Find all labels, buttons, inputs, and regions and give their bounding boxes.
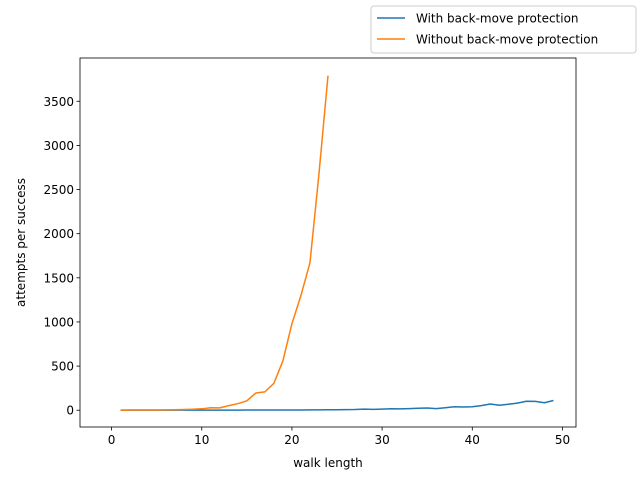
x-tick-label: 40 [465, 433, 480, 447]
y-tick-label: 3000 [43, 139, 74, 153]
x-tick-label: 0 [108, 433, 116, 447]
y-tick-label: 1000 [43, 315, 74, 329]
plot-area-frame [79, 57, 577, 428]
series-line-2 [120, 75, 329, 411]
x-axis-label: walk length [293, 456, 363, 470]
y-tick-label: 3500 [43, 95, 74, 109]
y-tick-label: 0 [66, 404, 74, 418]
legend: With back-move protection Without back-mo… [370, 5, 637, 54]
y-tick-label: 2000 [43, 227, 74, 241]
x-tick-label: 10 [194, 433, 209, 447]
x-tick-label: 20 [284, 433, 299, 447]
y-axis-ticks: 0 500 1000 1500 2000 2500 3000 3500 [43, 95, 80, 418]
y-tick-label: 2500 [43, 183, 74, 197]
legend-label-1: With back-move protection [416, 12, 579, 26]
series-line-1 [120, 399, 554, 411]
legend-box [370, 5, 637, 54]
x-axis-ticks: 0 10 20 30 40 50 [108, 427, 570, 447]
y-tick-label: 500 [51, 360, 74, 374]
legend-label-2: Without back-move protection [416, 33, 598, 47]
x-tick-label: 50 [555, 433, 570, 447]
y-axis-label: attempts per success [14, 178, 28, 307]
y-tick-label: 1500 [43, 271, 74, 285]
x-tick-label: 30 [374, 433, 389, 447]
series-lines [120, 75, 554, 411]
